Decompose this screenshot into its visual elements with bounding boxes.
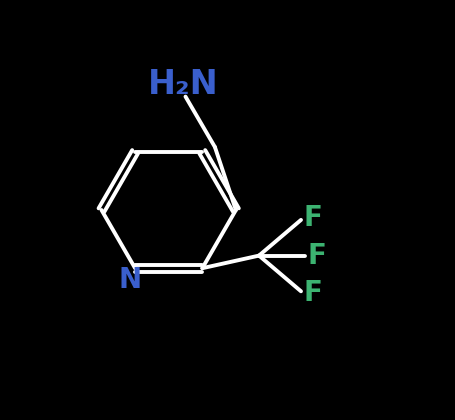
Text: N: N: [118, 266, 142, 294]
Text: H₂N: H₂N: [148, 68, 219, 101]
Text: F: F: [308, 241, 326, 270]
Text: F: F: [303, 204, 322, 232]
Text: F: F: [303, 279, 322, 307]
